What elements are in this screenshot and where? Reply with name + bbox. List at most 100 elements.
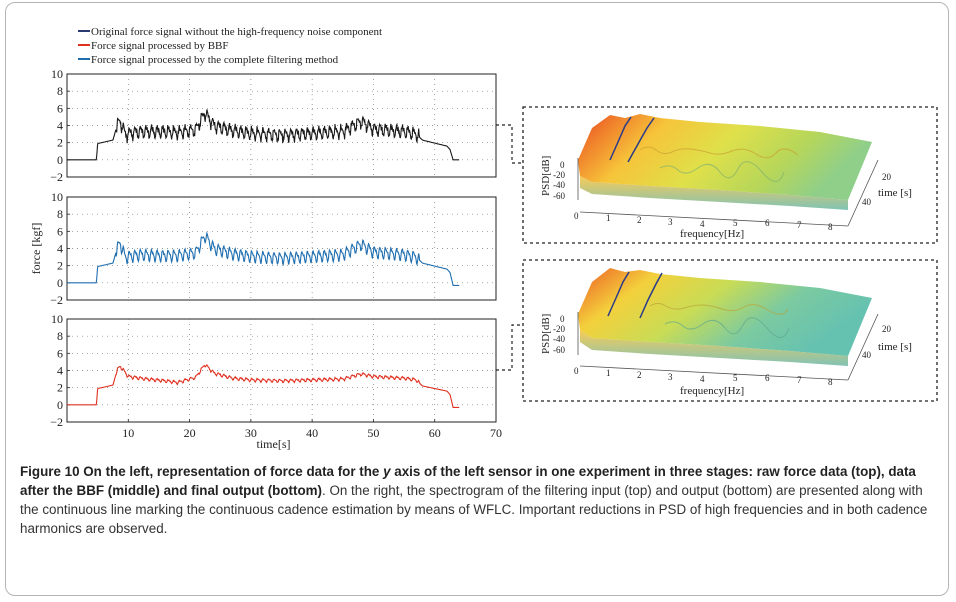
- y-tick-label: 0: [57, 153, 63, 167]
- z-tick: -20: [553, 170, 565, 180]
- spectrogram-surface: [578, 114, 872, 200]
- y-tick-label: 6: [57, 346, 63, 360]
- cadence-harmonic-line: [639, 272, 663, 319]
- y-tick: 20: [882, 172, 892, 182]
- x-tick: 6: [765, 373, 770, 383]
- y-tick: 20: [882, 324, 892, 334]
- x-tick: 2: [637, 370, 642, 380]
- x-tick-labels: 0 1 2 3 4 5 6 7 8: [574, 366, 833, 387]
- x-tick-label: 60: [429, 426, 441, 440]
- x-tick: 6: [765, 218, 770, 228]
- connector-top: [496, 124, 523, 164]
- y-tick-label: −2: [50, 415, 63, 429]
- plot-frame: [66, 318, 497, 423]
- y-tick: 40: [862, 350, 872, 360]
- plot-frame: [66, 196, 497, 301]
- z-tick-labels: 0 -20 -40 -60: [553, 314, 565, 355]
- x-tick-label: 50: [367, 426, 379, 440]
- x-tick-label: 70: [490, 426, 502, 440]
- connectors: [496, 124, 523, 371]
- x-tick: 3: [668, 217, 673, 227]
- legend-label: Original force signal without the high-f…: [91, 26, 382, 38]
- spectrogram-front-face: [580, 176, 848, 210]
- z-axis-label: PSD[dB]: [540, 156, 552, 196]
- y-tick-label: 2: [57, 381, 63, 395]
- caption-axis-var: y: [383, 464, 391, 479]
- x-tick: 2: [637, 215, 642, 225]
- caption-body: . On the right, the spectrogram of the f…: [20, 483, 928, 536]
- x-tick: 4: [700, 374, 705, 384]
- x-tick-label: 40: [306, 426, 318, 440]
- axis-line: [579, 211, 849, 227]
- series-line: [67, 109, 460, 161]
- figure-canvas: Original force signal without the high-f…: [29, 26, 938, 451]
- cadence-harmonic-line: [627, 117, 655, 163]
- x-tick-label: 30: [245, 426, 257, 440]
- y-tick-label: 8: [57, 207, 63, 221]
- x-axis-label: frequency[Hz]: [680, 228, 744, 240]
- x-axis-label: time[s]: [257, 437, 291, 451]
- axis-line: [847, 313, 879, 381]
- spectrogram-front-face: [580, 330, 848, 366]
- y-axis-label: time [s]: [878, 341, 912, 353]
- legend-label: Force signal processed by the complete f…: [91, 54, 339, 66]
- z-tick: -40: [553, 334, 565, 344]
- x-tick: 7: [797, 375, 802, 385]
- caption-title-part1: Figure 10 On the left, representation of…: [20, 464, 384, 479]
- z-tick: -40: [553, 180, 565, 190]
- x-tick: 3: [668, 372, 673, 382]
- legend: Original force signal without the high-f…: [78, 26, 382, 66]
- surface-texture: [659, 161, 785, 182]
- x-tick: 5: [733, 218, 738, 228]
- y-tick: 40: [862, 197, 872, 207]
- y-tick-label: 4: [57, 242, 63, 256]
- y-tick-label: 4: [57, 364, 63, 378]
- spectrogram-top: 0 -20 -40 -60 PSD[dB] 0 1 2 3 4 5 6 7 8 …: [522, 106, 938, 244]
- figure-frame: [5, 2, 949, 596]
- z-tick: -60: [553, 345, 565, 355]
- spectrogram-surface: [578, 268, 872, 356]
- x-tick-labels: 0 1 2 3 4 5 6 7 8: [574, 211, 833, 232]
- legend-label: Force signal processed by BBF: [91, 40, 228, 52]
- caption-title-part2: axis of the left sensor in one experimen…: [20, 464, 916, 498]
- x-tick: 5: [733, 373, 738, 383]
- spectrogram-frame: [522, 259, 938, 402]
- y-tick-label: 2: [57, 259, 63, 273]
- z-tick: -20: [553, 324, 565, 334]
- x-tick-label: 10: [122, 426, 134, 440]
- z-axis-label: PSD[dB]: [540, 314, 552, 354]
- y-tick-label: 10: [51, 67, 63, 81]
- y-tick-label: 6: [57, 101, 63, 115]
- y-axis-label: time [s]: [878, 187, 912, 199]
- z-tick: 0: [560, 314, 565, 324]
- y-tick-label: 10: [51, 190, 63, 204]
- z-tick-labels: 0 -20 -40 -60: [553, 160, 565, 201]
- cadence-line: [607, 271, 630, 317]
- x-tick: 1: [606, 368, 611, 378]
- y-tick-label: 8: [57, 84, 63, 98]
- plot-frame: [66, 73, 497, 178]
- y-tick-label: 4: [57, 119, 63, 133]
- y-tick-labels: 20 40: [862, 324, 892, 360]
- caption-title: Figure 10 On the left, representation of…: [20, 464, 916, 498]
- x-tick: 8: [828, 377, 833, 387]
- surface-texture: [639, 146, 799, 159]
- y-tick-label: −2: [50, 170, 63, 184]
- x-tick: 1: [606, 213, 611, 223]
- x-tick: 0: [574, 211, 579, 221]
- surface-texture: [664, 317, 790, 338]
- y-tick-label: −2: [50, 293, 63, 307]
- y-tick-label: 0: [57, 276, 63, 290]
- y-tick-label: 8: [57, 329, 63, 343]
- x-tick: 8: [828, 222, 833, 232]
- series-line: [67, 231, 460, 286]
- line-panel-middle: 10 8 6 4 2 0 −2 force [kgf]: [29, 190, 497, 307]
- connector-bottom: [496, 324, 523, 371]
- surface-texture: [649, 303, 789, 315]
- x-tick: 0: [574, 366, 579, 376]
- y-tick-labels: 20 40: [862, 172, 892, 207]
- line-panel-top: 10 8 6 4 2 0 −2: [50, 67, 497, 184]
- y-tick-label: 6: [57, 224, 63, 238]
